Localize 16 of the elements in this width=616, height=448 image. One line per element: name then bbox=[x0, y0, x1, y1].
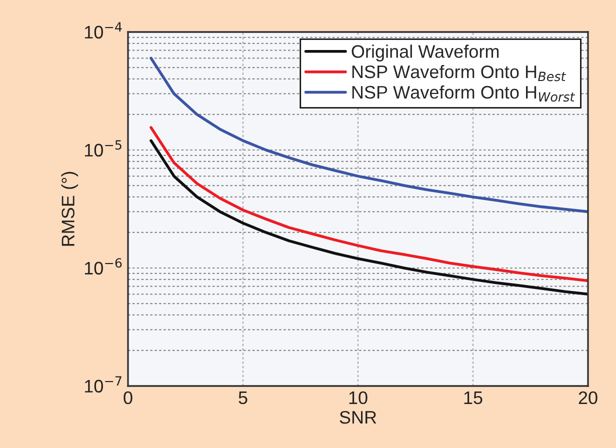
x-tick-label: 0 bbox=[124, 391, 132, 404]
x-tick-label: 10 bbox=[349, 391, 368, 404]
x-tick-label: 5 bbox=[238, 392, 248, 404]
x-tick-label: 20 bbox=[578, 391, 598, 404]
y-tick-label: 10$^{−6}$ bbox=[84, 258, 122, 275]
line-series bbox=[150, 126, 588, 282]
y-tick-label: 10$^{−5}$ bbox=[84, 140, 122, 157]
legend-label: NSP Waveform Onto H$_{Best}$ bbox=[352, 64, 566, 82]
line-series bbox=[150, 139, 588, 296]
y-axis-title: RMSE (°) bbox=[61, 172, 78, 246]
x-axis-title: SNR bbox=[340, 410, 376, 424]
x-tick-label: 15 bbox=[464, 392, 482, 404]
y-tick-label: 10$^{−4}$ bbox=[84, 22, 122, 39]
y-tick-label: 10$^{−7}$ bbox=[84, 376, 122, 393]
legend-label: NSP Waveform Onto H$_{Worst}$ bbox=[352, 85, 576, 102]
legend-label: Original Waveform bbox=[352, 44, 499, 62]
